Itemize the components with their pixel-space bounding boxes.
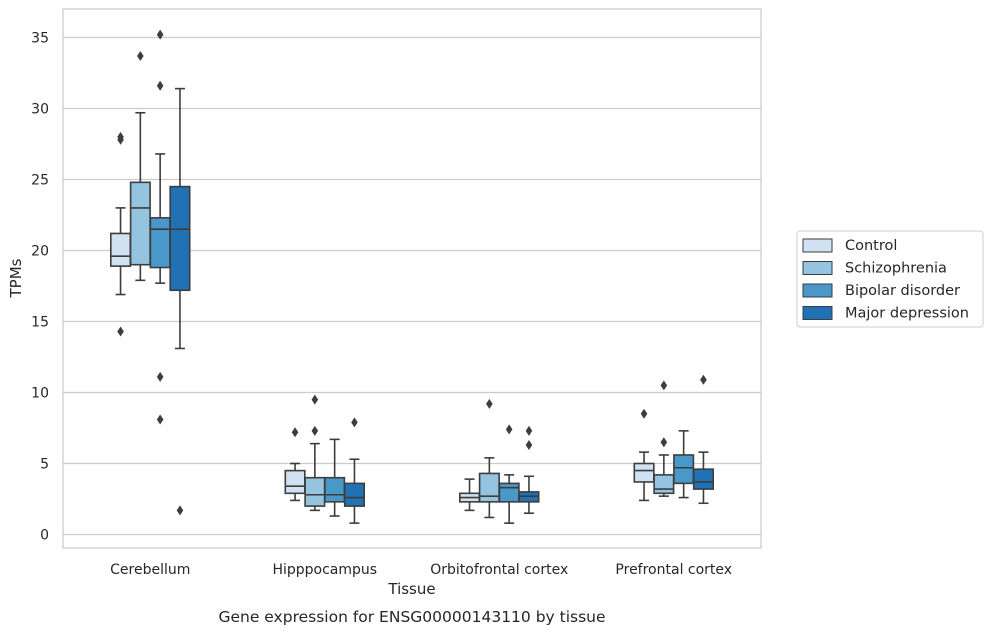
- legend: Control Schizophrenia Bipolar disorder Majo…: [796, 230, 984, 328]
- legend-label: Major depression: [845, 306, 969, 322]
- y-tick-label: 20: [31, 244, 49, 260]
- x-axis-title: Tissue: [387, 580, 435, 598]
- legend-item: Schizophrenia: [802, 261, 947, 277]
- outlier-point: [525, 440, 533, 451]
- legend-label: Schizophrenia: [845, 261, 947, 277]
- iqr-box: [324, 476, 346, 503]
- legend-label: Bipolar disorder: [845, 283, 960, 299]
- outlier-point: [156, 29, 164, 40]
- legend-item: Control: [802, 238, 897, 254]
- box-bipolar-disorder: [673, 430, 695, 499]
- iqr-box: [110, 232, 132, 267]
- outlier-point: [640, 408, 648, 419]
- outlier-point: [311, 394, 319, 405]
- outlier-point: [525, 425, 533, 436]
- iqr-box: [673, 454, 695, 485]
- outlier-point: [486, 398, 493, 409]
- outlier-point: [291, 427, 299, 438]
- box-control: [110, 131, 132, 337]
- box-schizophrenia: [653, 380, 675, 497]
- iqr-box: [478, 472, 500, 503]
- y-tick-label: 0: [40, 528, 49, 544]
- box-schizophrenia: [129, 50, 151, 282]
- box-bipolar-disorder: [498, 424, 520, 524]
- legend-frame: [796, 230, 984, 328]
- x-tick-labels: Cerebellum Hipppocampus Orbitofrontal cort…: [110, 562, 732, 578]
- legend-swatch: [802, 238, 833, 253]
- outlier-point: [117, 326, 124, 337]
- outlier-point: [117, 131, 124, 142]
- legend-label: Control: [845, 238, 897, 254]
- box-bipolar-disorder: [149, 29, 171, 425]
- chart-caption: Gene expression for ENSG00000143110 by t…: [218, 608, 605, 626]
- outlier-point: [660, 437, 668, 448]
- grid-lines: [63, 36, 761, 536]
- y-tick-label: 25: [31, 173, 49, 189]
- legend-swatch: [802, 283, 833, 298]
- iqr-box: [343, 482, 366, 507]
- x-tick-label: Hipppocampus: [272, 562, 377, 578]
- box-schizophrenia: [478, 398, 500, 519]
- iqr-box: [284, 469, 306, 495]
- outlier-point: [156, 80, 164, 91]
- box-control: [633, 408, 655, 502]
- outlier-point: [156, 371, 164, 382]
- y-tick-label: 35: [31, 31, 49, 47]
- box-schizophrenia: [304, 394, 326, 512]
- legend-swatch: [802, 261, 833, 275]
- y-tick-label: 5: [40, 457, 49, 473]
- iqr-box: [149, 217, 171, 269]
- plot-frame: [62, 8, 762, 549]
- legend-item: Major depression: [802, 306, 969, 322]
- y-axis-title: TPMs: [7, 258, 25, 298]
- outlier-point: [156, 414, 164, 425]
- x-tick-label: Orbitofrontal cortex: [430, 562, 568, 578]
- y-tick-label: 10: [31, 386, 49, 402]
- box-major-depression: [343, 417, 366, 524]
- legend-swatch: [802, 306, 833, 320]
- iqr-box: [304, 476, 326, 507]
- legend-item: Bipolar disorder: [802, 283, 960, 299]
- box-major-depression: [169, 87, 191, 516]
- iqr-box: [129, 181, 151, 266]
- iqr-box: [169, 185, 191, 292]
- outlier-point: [176, 505, 184, 516]
- box-major-depression: [518, 425, 540, 515]
- outlier-point: [311, 425, 319, 436]
- iqr-box: [653, 474, 675, 495]
- box-control: [458, 478, 481, 512]
- y-tick-label: 15: [31, 315, 49, 331]
- box-control: [284, 427, 306, 502]
- boxes: [110, 29, 715, 524]
- outlier-point: [505, 424, 513, 435]
- iqr-box: [692, 468, 715, 490]
- y-tick-labels: 0 5 10 15 20 25 30 35: [31, 31, 49, 544]
- y-tick-label: 30: [31, 102, 49, 118]
- iqr-box: [498, 482, 520, 503]
- outlier-point: [137, 50, 144, 61]
- outlier-point: [351, 417, 358, 428]
- outlier-point: [700, 374, 707, 385]
- x-tick-label: Prefrontal cortex: [615, 562, 732, 578]
- box-major-depression: [692, 374, 715, 505]
- box-bipolar-disorder: [324, 438, 346, 517]
- iqr-box: [633, 462, 655, 483]
- outlier-point: [660, 380, 668, 391]
- x-tick-label: Cerebellum: [110, 562, 190, 578]
